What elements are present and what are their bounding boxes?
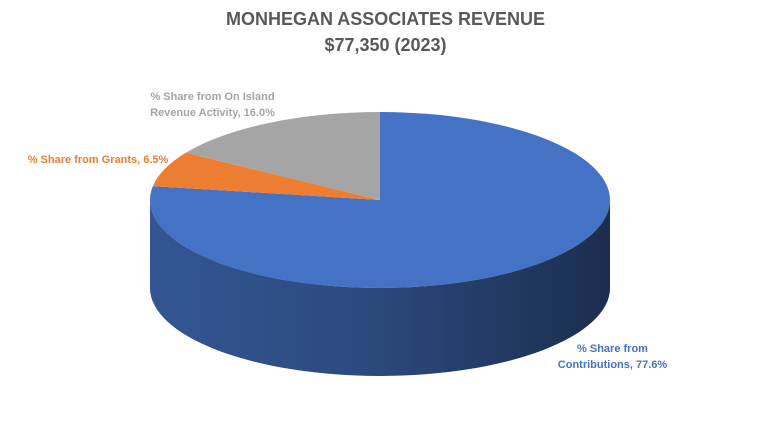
slice bbox=[149, 112, 610, 289]
slice bbox=[185, 112, 380, 200]
chart-title: MONHEGAN ASSOCIATES REVENUE bbox=[225, 9, 546, 29]
data-label: % Share from Contributions, 77.6% bbox=[557, 343, 668, 371]
slice bbox=[152, 152, 380, 200]
data-label: % Share from Grants, 6.5% bbox=[27, 154, 169, 166]
data-label: % Share from On Island Revenue Activity,… bbox=[150, 91, 275, 119]
chart-subtitle: $77,350 (2023) bbox=[324, 35, 447, 55]
